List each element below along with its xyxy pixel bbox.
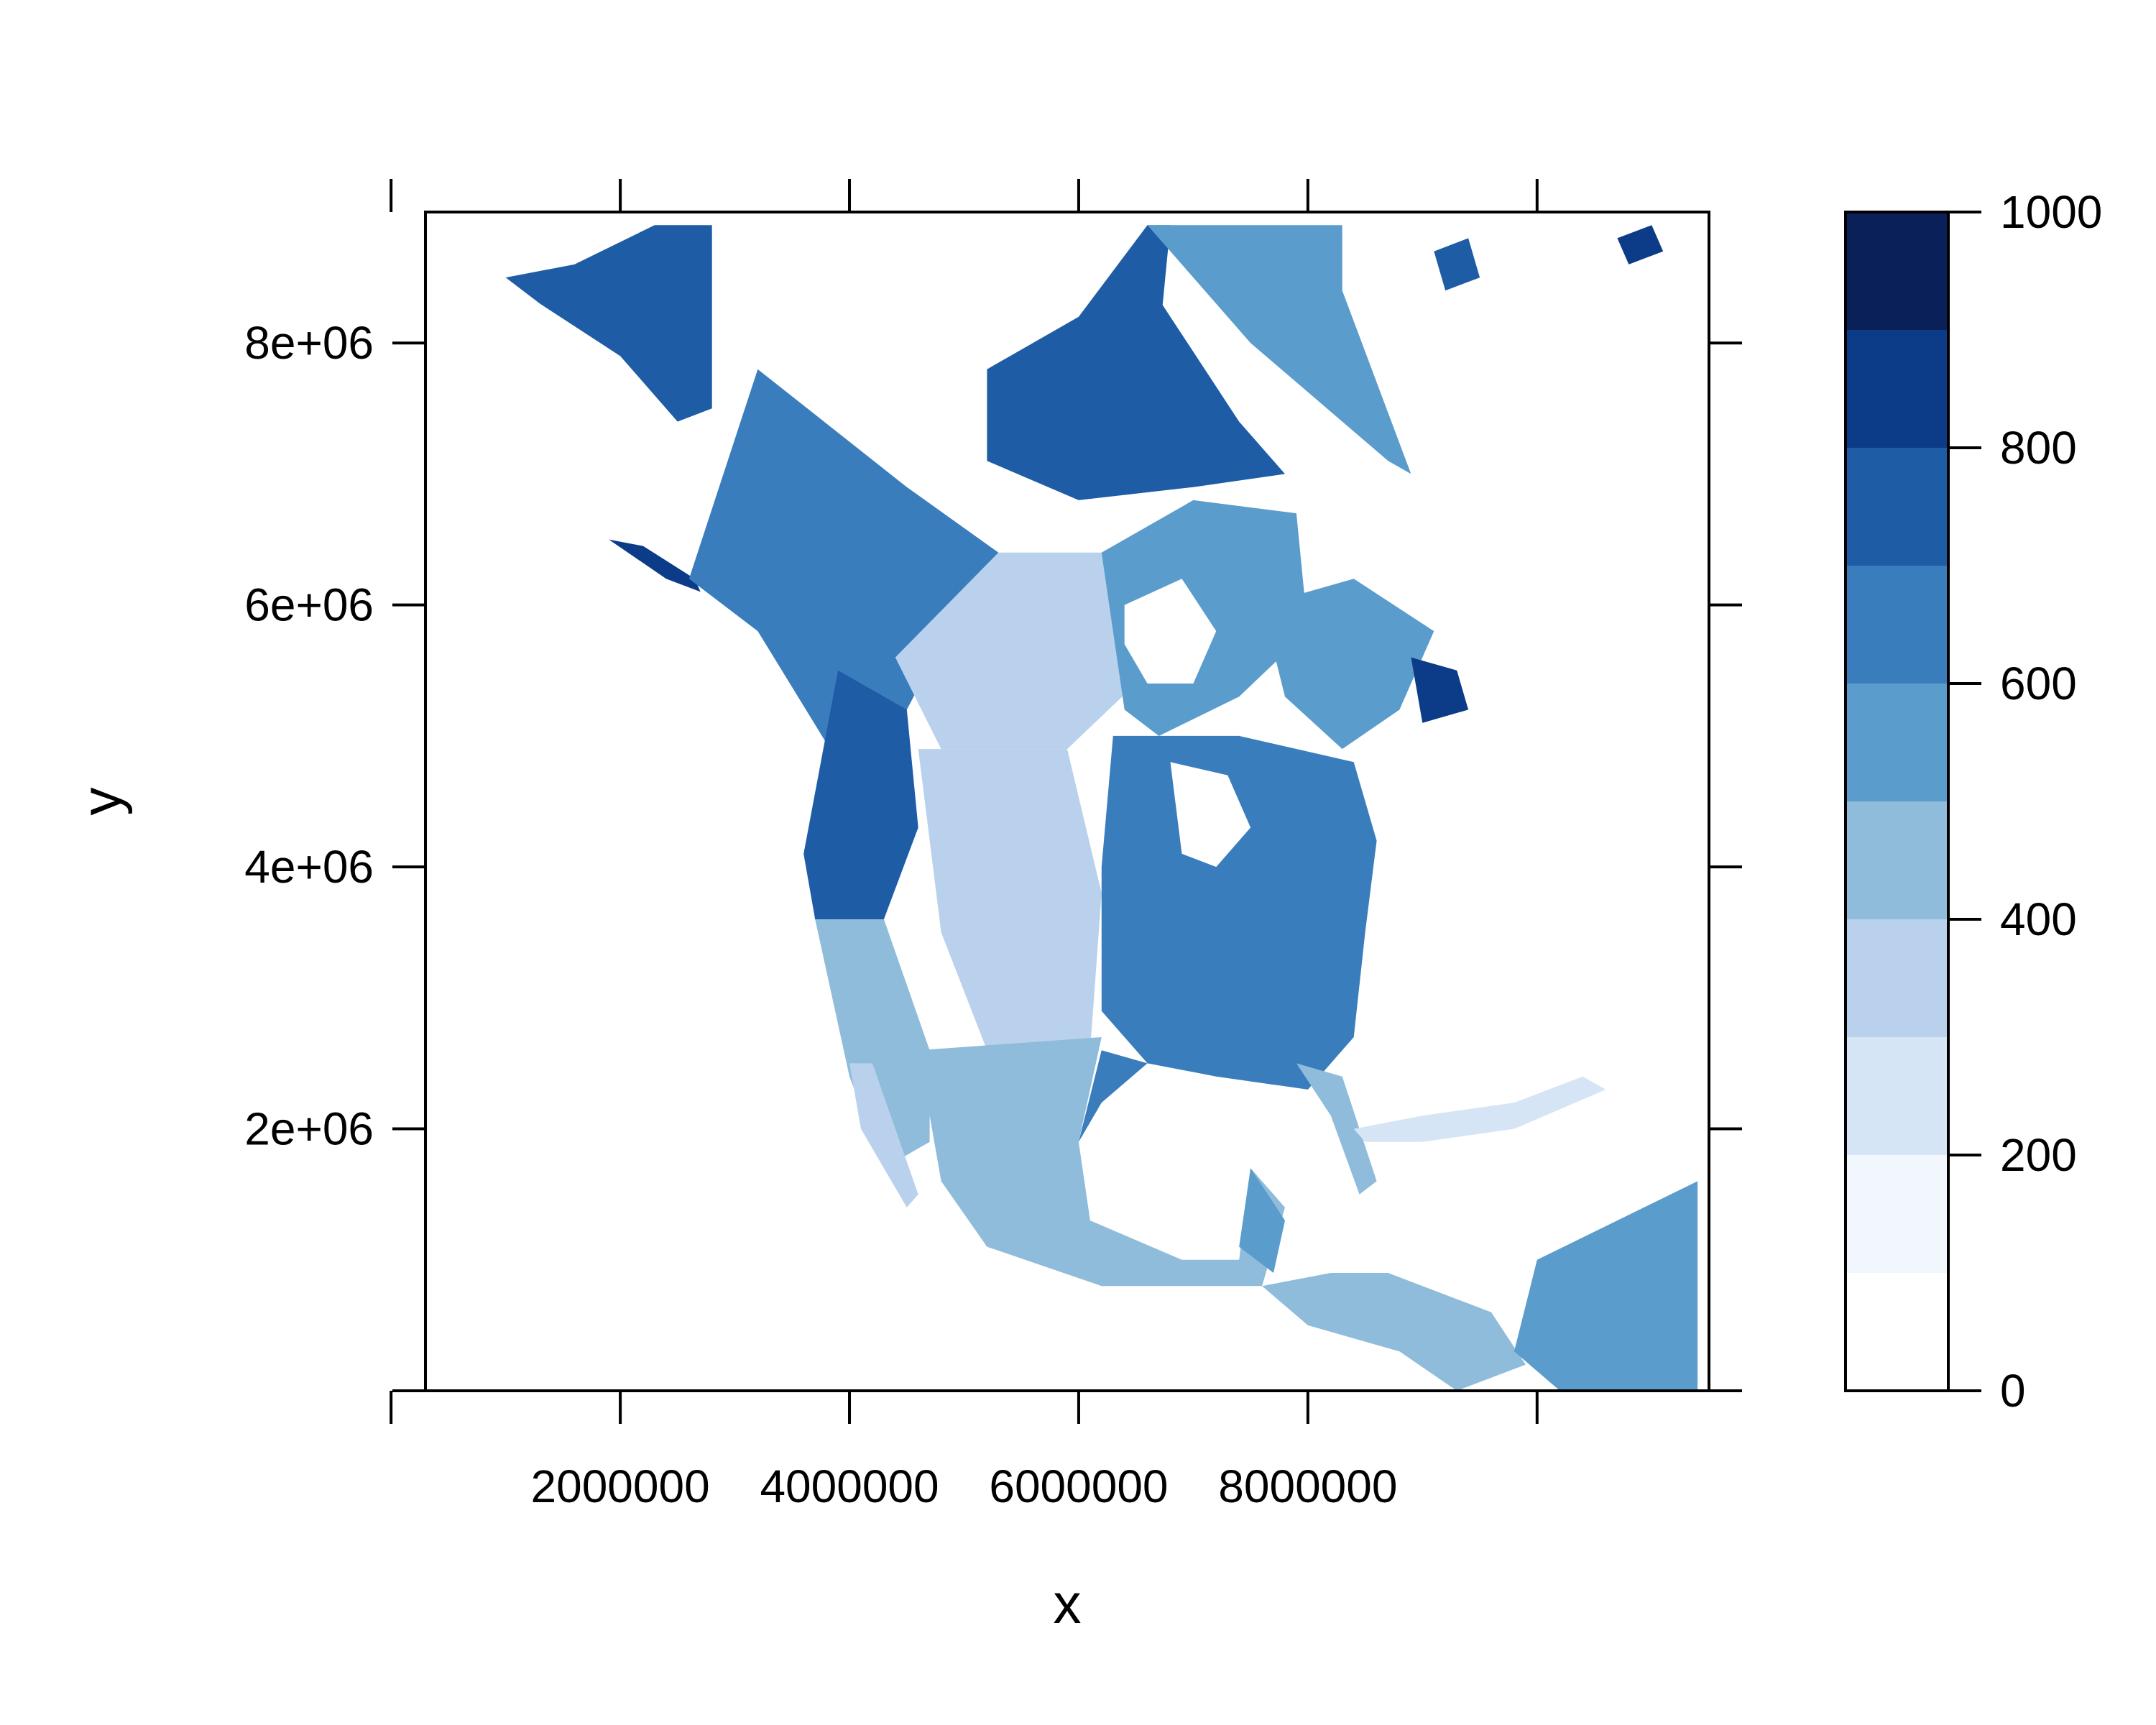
map-region-central-america <box>1262 1273 1526 1391</box>
colorbar-segment <box>1846 684 1948 801</box>
y-axis: 2e+06 4e+06 6e+06 8e+06 <box>244 317 1742 1392</box>
colorbar-segment <box>1846 1037 1948 1155</box>
colorbar-tick-label: 200 <box>2000 1129 2077 1181</box>
map-region-quebec-labrador <box>1262 579 1434 750</box>
x-tick-label: 8000000 <box>1218 1460 1397 1512</box>
map-region-arctic-islands <box>987 264 1285 500</box>
colorbar-tick-label: 400 <box>2000 893 2077 945</box>
colorbar-tick-label: 1000 <box>2000 186 2102 238</box>
x-tick-label: 2000000 <box>531 1460 710 1512</box>
map-region-newfoundland <box>1411 657 1469 723</box>
colorbar-segment <box>1846 330 1948 448</box>
x-tick-label: 4000000 <box>760 1460 939 1512</box>
map-region-mexico <box>918 1037 1285 1287</box>
colorbar-tick-label: 600 <box>2000 658 2077 709</box>
map-region-caribbean <box>1353 1076 1606 1142</box>
y-tick-label: 2e+06 <box>244 1103 374 1155</box>
map-region-south-america <box>1514 1181 1698 1391</box>
colorbar-tick-label: 0 <box>2000 1365 2026 1417</box>
plot-frame <box>424 211 1710 1392</box>
colorbar-segment <box>1846 448 1948 566</box>
map-region-gulf-coast <box>1078 1050 1148 1142</box>
map-region-svalbard <box>1617 225 1664 264</box>
y-tick-label: 4e+06 <box>244 841 374 893</box>
y-tick-label: 8e+06 <box>244 317 374 369</box>
map-region-greenland <box>1147 225 1411 474</box>
map-region-alaska <box>505 225 712 422</box>
y-tick-label: 6e+06 <box>244 579 374 631</box>
map-region-aleutians <box>609 539 701 592</box>
colorbar-segment <box>1846 919 1948 1037</box>
map-region-southwest <box>815 919 930 1169</box>
colorbar-tick-label: 800 <box>2000 422 2077 474</box>
map-region-iceland <box>1434 238 1480 291</box>
colorbar-segment <box>1846 566 1948 684</box>
map-region-florida <box>1296 1063 1377 1195</box>
colorbar-segment <box>1846 801 1948 919</box>
map-region-ellesmere <box>1078 225 1171 356</box>
map-raster <box>505 225 1698 1391</box>
map-region-yucatan <box>1239 1168 1285 1273</box>
map-region-great-lakes <box>1170 762 1251 868</box>
colorbar-segment <box>1846 212 1948 330</box>
map-region-canadian-prairies <box>895 552 1136 750</box>
colorbar-frame <box>1844 211 1950 1392</box>
map-region-baja-california <box>849 1063 918 1208</box>
map-region-hudson-bay <box>1124 579 1217 684</box>
colorbar-segment <box>1846 1273 1948 1391</box>
colorbar-segment <box>1846 1155 1948 1273</box>
colorbar: 0 200 400 600 800 1000 <box>1844 186 2102 1417</box>
y-axis-label: y <box>70 788 133 816</box>
map-region-pacific-coast <box>803 670 918 985</box>
x-axis-label: x <box>1054 1572 1082 1635</box>
map-region-eastern-us <box>1101 735 1377 1090</box>
x-tick-label: 6000000 <box>989 1460 1168 1512</box>
map-region-great-plains <box>918 749 1102 1051</box>
x-axis: 2000000 4000000 6000000 8000000 <box>390 179 1539 1512</box>
